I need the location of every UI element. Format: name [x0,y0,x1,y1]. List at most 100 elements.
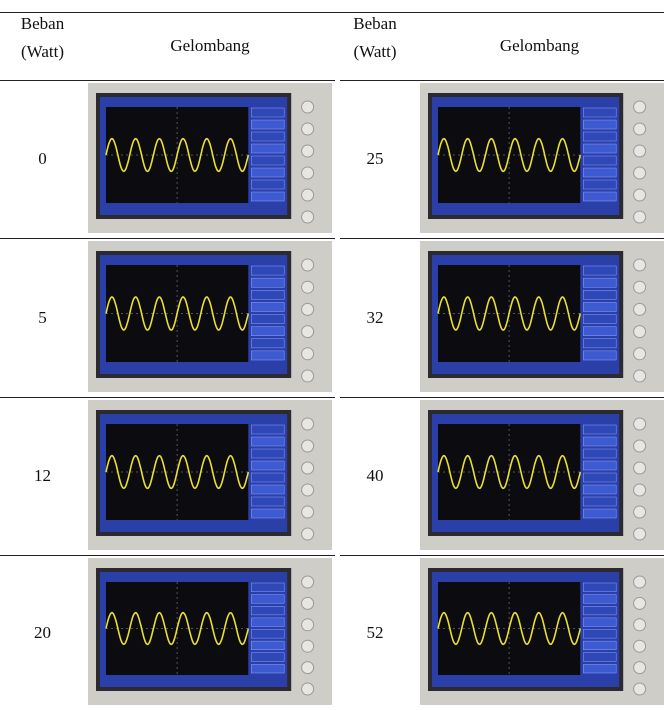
waveform [437,137,582,173]
knob [301,144,315,158]
knob [633,483,647,497]
knob [301,122,315,136]
knob [301,325,315,339]
measure-box [583,290,617,300]
load-cell: 5 [38,307,47,327]
measure-box [251,277,285,288]
header-cell: Gelombang [170,36,250,55]
measure-box [251,424,285,435]
measure-box [251,167,285,178]
knob [301,439,315,453]
knob [633,461,647,475]
measure-box [583,314,617,324]
knob [301,417,315,431]
knob [633,144,647,158]
measure-box [583,448,617,459]
waveform [105,611,250,646]
knob [301,661,315,675]
measure-box [251,338,285,349]
measure-box [251,484,285,495]
measure-box [251,131,285,142]
header-line: Beban [353,14,397,33]
measure-box [251,143,285,154]
knob [633,682,647,696]
measure-box [251,448,285,459]
header-line: Beban [20,14,65,33]
knob [633,639,647,653]
measure-box [251,119,285,130]
measure-box [583,436,617,447]
knob [301,188,315,202]
knob [301,166,315,180]
knob [633,210,647,224]
measure-box [251,350,285,361]
load-cell: 12 [34,466,51,485]
measure-box [583,652,617,662]
oscilloscope-photo [88,241,332,392]
knob [633,100,647,114]
header-line: (Watt) [353,42,397,61]
header-line: (Watt) [21,42,64,61]
measure-box [583,664,617,674]
measure-box [583,155,617,166]
measure-box [583,167,617,178]
knob [633,325,647,339]
measure-box [251,652,285,662]
measure-box [583,472,617,483]
measure-box [251,594,285,604]
oscilloscope-photo [88,558,332,705]
knob [301,618,315,632]
measure-box [583,302,617,312]
row-rule [0,397,335,398]
measure-box [251,496,285,507]
waveform [105,137,250,173]
knob [301,461,315,475]
knob [301,639,315,653]
knob [633,369,647,383]
header-cell: Beban (Watt) [0,14,85,62]
measure-box [251,508,285,519]
knob [633,280,647,294]
row-rule [340,238,664,239]
waveform [437,611,582,646]
knob [301,505,315,519]
load-cell: 52 [366,622,384,642]
measure-box [251,606,285,616]
measure-box [583,424,617,435]
knob [633,575,647,589]
measure-box [251,290,285,300]
measure-box [251,155,285,166]
waveform [105,296,250,331]
measure-box [251,179,285,190]
measure-box [583,265,617,276]
measure-box [583,277,617,288]
load-cell: 40 [366,466,384,485]
measure-box [583,119,617,130]
load-cell: 20 [34,622,51,642]
knob [301,302,315,316]
row-rule [0,238,335,239]
oscilloscope-photo [420,558,664,705]
knob [301,369,315,383]
row-rule [0,555,335,556]
knob [633,302,647,316]
measure-box [251,191,285,202]
measure-box [583,606,617,616]
measure-box [583,594,617,604]
knob [301,210,315,224]
knob [633,122,647,136]
header-cell: Beban (Watt) [335,14,415,62]
knob [633,527,647,541]
header-rule [340,80,664,81]
measure-box [583,131,617,142]
knob [301,347,315,361]
measure-box [583,326,617,336]
measure-box [583,350,617,361]
measure-box [251,617,285,627]
measure-box [251,640,285,650]
waveform [437,454,582,490]
measure-box [583,496,617,507]
knob [301,483,315,497]
row-rule [340,555,664,556]
